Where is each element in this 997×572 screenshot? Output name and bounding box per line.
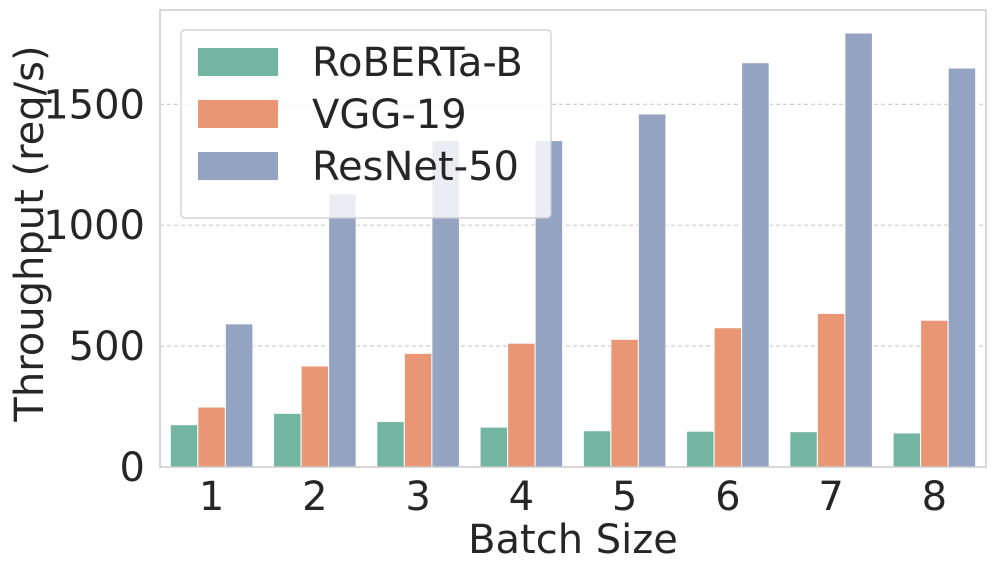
bar-vgg-19-batch-5 [610,338,639,468]
x-axis-ticks: 1 2 3 4 5 6 7 8 [199,474,947,520]
bar-roberta-b-batch-4 [479,426,509,468]
bar-vgg-19-batch-1 [197,406,226,468]
bar-resnet-50-batch-7 [844,32,873,468]
legend-label-roberta-b: RoBERTa-B [312,40,523,86]
y-tick-label: 0 [120,445,145,491]
x-tick-label: 4 [509,474,534,520]
bar-vgg-19-batch-4 [507,342,536,468]
y-axis-ticks: 0 500 1000 1500 [43,82,145,491]
x-axis-label: Batch Size [468,517,678,563]
bar-vgg-19-batch-7 [816,312,846,468]
plot-frame [159,9,987,468]
bar-roberta-b-batch-5 [582,430,612,468]
bar-roberta-b-batch-3 [376,421,405,468]
legend-swatch-roberta-b [198,48,278,76]
bar-roberta-b-batch-6 [686,430,715,468]
bar-vgg-19-batch-8 [920,319,949,468]
x-tick-label: 8 [922,474,947,520]
bar-roberta-b-batch-7 [789,431,818,468]
x-tick-label: 6 [715,474,740,520]
x-tick-label: 3 [405,474,430,520]
bar-roberta-b-batch-1 [169,424,199,468]
x-tick-label: 7 [818,474,843,520]
bar-resnet-50-batch-1 [224,323,254,468]
bar-vgg-19-batch-2 [300,365,330,468]
x-tick-label: 5 [612,474,637,520]
legend-label-resnet-50: ResNet-50 [312,144,519,190]
bar-resnet-50-batch-8 [947,67,977,468]
x-tick-label: 1 [199,474,224,520]
legend-label-vgg-19: VGG-19 [312,92,467,138]
legend: RoBERTa-B VGG-19 ResNet-50 [180,29,552,219]
legend-swatch-resnet-50 [198,152,278,180]
y-tick-label: 1500 [43,82,145,128]
y-tick-label: 500 [69,324,145,370]
bar-vgg-19-batch-6 [713,327,743,468]
bar-roberta-b-batch-8 [892,432,922,468]
bar-resnet-50-batch-6 [741,62,770,468]
bar-resnet-50-batch-2 [328,193,357,468]
y-axis-label: Throughput (req/s) [7,45,53,422]
x-tick-label: 2 [302,474,327,520]
bar-vgg-19-batch-3 [403,352,433,468]
bar-roberta-b-batch-2 [273,412,302,468]
legend-swatch-vgg-19 [198,100,278,128]
y-tick-label: 1000 [43,203,145,249]
bar-resnet-50-batch-5 [637,113,667,468]
